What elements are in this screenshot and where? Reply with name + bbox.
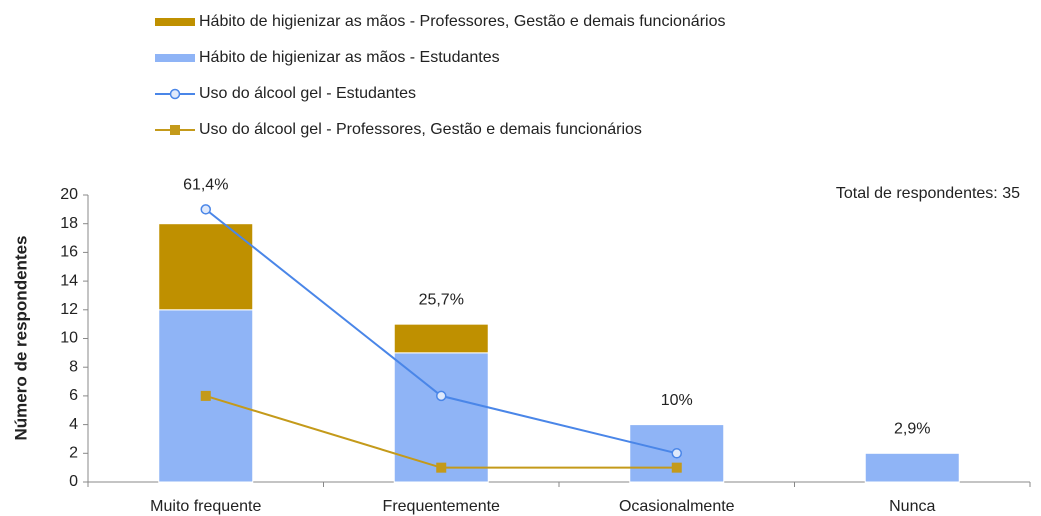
annotation: Total de respondentes: 35 [836,185,1020,202]
legend-label: Uso do álcool gel - Estudantes [199,85,416,102]
y-tick-label: 18 [60,215,78,232]
y-tick-label: 10 [60,330,78,347]
legend-label: Hábito de higienizar as mãos - Professor… [199,13,725,30]
bar [393,352,489,483]
x-tick-label: Ocasionalmente [619,498,735,515]
marker [200,390,211,401]
legend-swatch [155,18,195,26]
legend-label: Hábito de higienizar as mãos - Estudante… [199,49,500,66]
y-tick-label: 4 [69,416,78,433]
marker [671,462,682,473]
y-tick-label: 20 [60,186,78,203]
bar-label: 2,9% [894,421,930,438]
x-tick-label: Frequentemente [383,498,501,515]
y-tick-label: 12 [60,301,78,318]
y-tick-label: 16 [60,244,78,261]
bar [864,452,960,483]
bar-label: 25,7% [419,291,464,308]
y-axis-label: Número de respondentes [11,236,30,441]
marker [200,204,211,215]
bar [158,223,254,311]
legend-marker [170,125,180,135]
x-tick-label: Nunca [889,498,935,515]
y-tick-label: 14 [60,272,78,289]
marker [436,390,447,402]
x-tick-label: Muito frequente [150,498,261,515]
bar [393,323,489,354]
marker [436,462,447,473]
bar-label: 61,4% [183,177,228,194]
marker [671,448,682,459]
legend-label: Uso do álcool gel - Professores, Gestão … [199,121,642,138]
y-tick-label: 8 [69,358,78,375]
y-tick-label: 2 [69,445,78,462]
bar-label: 10% [661,392,693,409]
y-tick-label: 0 [69,473,78,490]
legend-marker [169,88,181,100]
y-tick-label: 6 [69,387,78,404]
legend-swatch [155,54,195,62]
